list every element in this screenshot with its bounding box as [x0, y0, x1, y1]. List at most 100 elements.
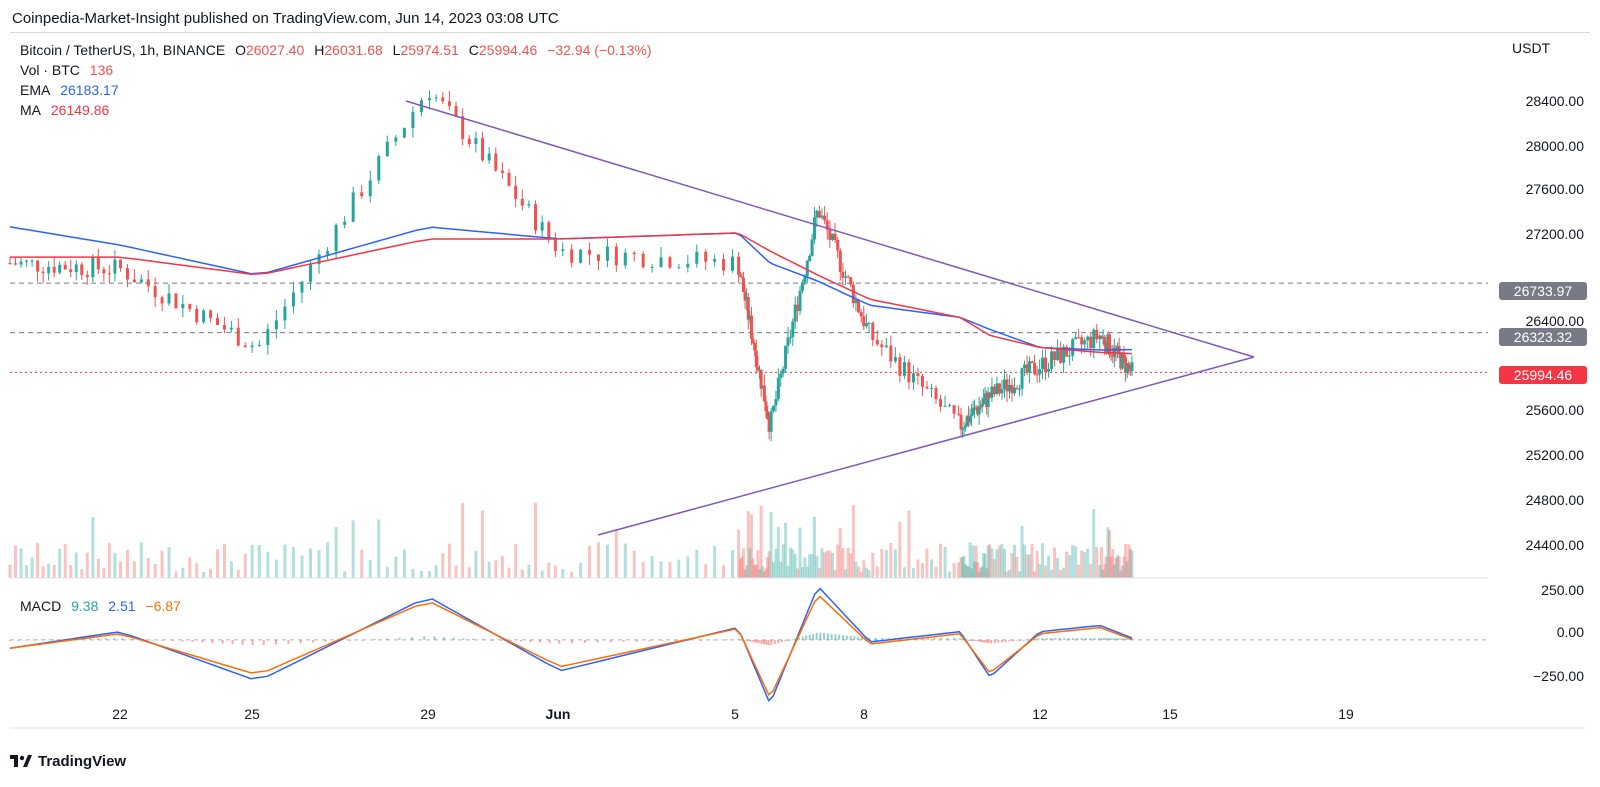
macd-histogram-bar	[40, 639, 43, 641]
tradingview-logo[interactable]: TradingView	[10, 753, 126, 770]
ma-legend[interactable]: MA 26149.86	[20, 102, 115, 118]
macd-histogram-bar	[539, 639, 542, 643]
volume-bar	[434, 565, 438, 578]
macd-histogram-bar	[1063, 638, 1066, 640]
candle-body	[1124, 357, 1128, 373]
low-value: 25974.51	[400, 42, 459, 58]
candle-body	[965, 416, 969, 427]
candle-body	[195, 308, 199, 323]
volume-bar	[974, 545, 978, 578]
volume-bar	[570, 571, 574, 578]
macd-histogram-bar	[985, 639, 988, 643]
macd-histogram-bar	[744, 639, 747, 641]
candle-body	[857, 300, 861, 313]
candle-body	[481, 138, 485, 161]
macd-histogram-bar	[748, 639, 751, 642]
candle-body	[283, 306, 287, 321]
candle-body	[825, 220, 829, 230]
macd-histogram-bar	[961, 638, 964, 640]
candle-body	[1005, 379, 1009, 392]
volume-bar	[1114, 557, 1118, 578]
level-badge-lower[interactable]: 26323.32	[1499, 328, 1587, 346]
level-badge-upper[interactable]: 26733.97	[1499, 282, 1587, 300]
candle-body	[907, 362, 911, 383]
candle-body	[1092, 329, 1096, 349]
macd-histogram-bar	[171, 639, 174, 641]
volume-bar	[841, 547, 845, 578]
macd-histogram-bar	[1054, 638, 1057, 640]
candle-body	[1044, 357, 1048, 372]
macd-histogram-bar	[1071, 638, 1074, 640]
volume-bar	[741, 548, 745, 578]
symbol-label[interactable]: Bitcoin / TetherUS, 1h, BINANCE	[20, 42, 226, 58]
macd-histogram-bar	[519, 639, 522, 642]
candle-body	[982, 399, 986, 405]
volume-bar	[1119, 570, 1123, 578]
volume-bar	[402, 549, 406, 578]
macd-histogram-bar	[141, 639, 144, 641]
candle-body	[291, 292, 295, 307]
macd-histogram-bar	[900, 638, 903, 640]
macd-histogram-bar	[635, 639, 638, 642]
volume-bar	[722, 565, 726, 578]
macd-histogram-bar	[1015, 639, 1018, 641]
candle-body	[368, 180, 372, 197]
volume-bar	[668, 562, 672, 578]
volume-bar	[833, 570, 837, 578]
low-label: L	[392, 42, 401, 58]
volume-bar	[774, 548, 778, 578]
ema-legend[interactable]: EMA 26183.17	[20, 82, 125, 98]
volume-bar	[791, 549, 795, 578]
volume-bar	[195, 563, 199, 578]
macd-value-3: −6.87	[145, 598, 181, 614]
candle-body	[974, 407, 978, 410]
macd-histogram-bar	[758, 639, 761, 644]
volume-bar	[30, 557, 34, 578]
macd-histogram-bar	[739, 639, 742, 641]
macd-histogram-bar	[161, 639, 164, 641]
volume-bar	[851, 504, 855, 578]
macd-histogram-bar	[121, 638, 124, 640]
volume-legend[interactable]: Vol · BTC 136	[20, 62, 119, 78]
volume-bar	[377, 519, 381, 578]
macd-histogram-bar	[674, 639, 677, 641]
volume-bar	[973, 561, 977, 578]
volume-bar	[216, 549, 220, 578]
macd-histogram-bar	[583, 639, 586, 643]
candle-body	[1018, 388, 1022, 390]
macd-histogram-bar	[1008, 639, 1011, 642]
volume-bar	[454, 565, 458, 578]
volume-bar	[1101, 569, 1105, 578]
candle-body	[317, 254, 321, 265]
macd-histogram-bar	[894, 638, 897, 640]
volume-bar	[85, 552, 89, 578]
macd-histogram-bar	[907, 638, 910, 640]
candle-body	[1059, 347, 1063, 363]
volume-bar	[911, 567, 915, 578]
candle-body	[351, 192, 355, 222]
macd-histogram-bar	[1045, 638, 1048, 640]
candle-body	[695, 251, 699, 264]
volume-bar	[1092, 509, 1096, 578]
volume-bar	[1047, 555, 1051, 578]
candle-body	[740, 276, 744, 278]
close-label: C	[468, 42, 479, 58]
candle-body	[14, 263, 18, 265]
macd-histogram-bar	[762, 639, 765, 645]
candle-body	[96, 257, 100, 270]
lower-trendline	[597, 356, 1255, 536]
macd-legend[interactable]: MACD 9.38 2.51 −6.87	[20, 598, 187, 614]
last-price-badge[interactable]: 25994.46	[1499, 366, 1587, 384]
macd-tick-label: −250.00	[1533, 668, 1584, 684]
candle-body	[854, 300, 858, 304]
volume-bar	[188, 557, 192, 578]
volume-bar	[808, 554, 812, 578]
candle-body	[377, 156, 381, 181]
volume-bar	[745, 565, 749, 578]
low-item: L25974.51	[393, 42, 459, 58]
candle-body	[800, 282, 804, 291]
macd-histogram-bar	[830, 633, 833, 640]
volume-bar	[274, 559, 278, 578]
trendlines[interactable]	[405, 100, 1255, 536]
